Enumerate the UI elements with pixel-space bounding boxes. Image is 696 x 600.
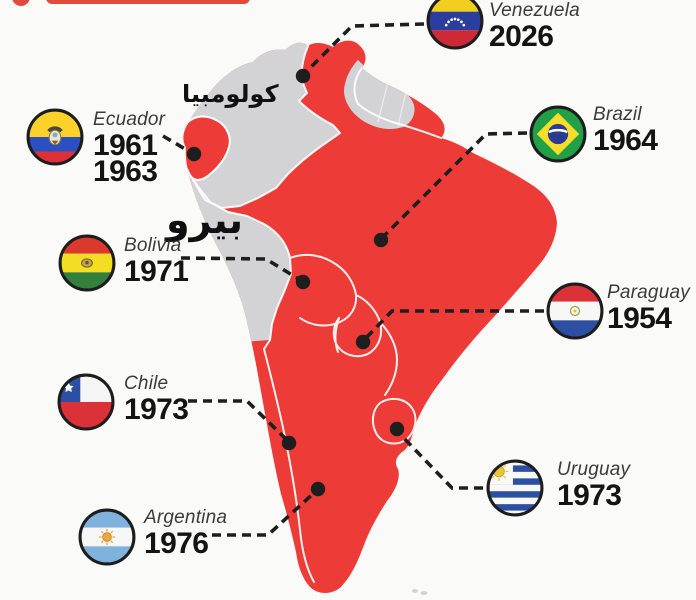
brazil-label: Brazil 1964 [593, 104, 658, 157]
paraguay-dot [355, 334, 371, 350]
connector-lines [162, 22, 544, 537]
uruguay-flag-icon [486, 459, 544, 517]
country-borders [192, 45, 442, 583]
guianas-shape [344, 60, 415, 130]
paraguay-label: Paraguay 1954 [607, 282, 690, 335]
peru-arabic-label: بيرو [166, 198, 244, 242]
bolivia-dot [295, 274, 311, 290]
country-name: Argentina [144, 507, 228, 528]
country-name: Ecuador [93, 109, 166, 130]
country-name: Uruguay [557, 459, 631, 480]
paraguay-flag-icon [546, 282, 604, 340]
connector-dots [186, 68, 405, 497]
ecuador-dot [186, 146, 202, 162]
country-name: Paraguay [607, 282, 690, 303]
chile-label: Chile 1973 [124, 373, 189, 426]
falkland-islands-shape [412, 589, 428, 595]
country-years: 1976 [144, 527, 209, 560]
country-years: 1954 [607, 302, 672, 335]
bolivia-label: Bolivia 1971 [124, 235, 189, 288]
ecuador-flag-icon [26, 108, 84, 166]
country-years: 1971 [124, 255, 189, 288]
country-years: 1973 [124, 393, 189, 426]
venezuela-dot [295, 68, 311, 84]
paraguay-connector [361, 309, 544, 343]
uruguay-dot [389, 421, 405, 437]
country-years: 1973 [557, 479, 622, 512]
venezuela-label: Venezuela 2026 [489, 0, 580, 53]
country-years: 1964 [593, 124, 658, 157]
bolivia-flag-icon [58, 234, 116, 292]
ecuador-connector [162, 134, 193, 155]
country-name: Venezuela [489, 0, 580, 21]
brazil-connector [379, 131, 528, 241]
guiana-internal-borders [377, 81, 407, 127]
uruguay-connector [395, 429, 483, 490]
chile-connector [188, 399, 290, 443]
uruguay-label: Uruguay 1973 [557, 459, 631, 512]
chile-dot [281, 435, 297, 451]
brazil-flag-icon [529, 105, 587, 163]
ecuador-label: Ecuador 1961 1963 [93, 109, 166, 188]
chile-flag-icon [57, 373, 115, 431]
brazil-dot [373, 232, 389, 248]
country-years: 1961 1963 [93, 129, 158, 188]
country-name: Bolivia [124, 235, 182, 256]
bolivia-connector [180, 256, 303, 283]
argentina-dot [310, 481, 326, 497]
argentina-connector [212, 489, 318, 537]
header-bar-fragment [12, 0, 250, 6]
argentina-flag-icon [78, 508, 136, 566]
country-years: 2026 [489, 20, 554, 53]
argentina-label: Argentina 1976 [144, 507, 228, 560]
venezuela-flag-icon [426, 0, 484, 50]
country-name: Brazil [593, 104, 642, 125]
country-name: Chile [124, 373, 169, 394]
colombia-arabic-label: كولومبيا [182, 80, 279, 108]
